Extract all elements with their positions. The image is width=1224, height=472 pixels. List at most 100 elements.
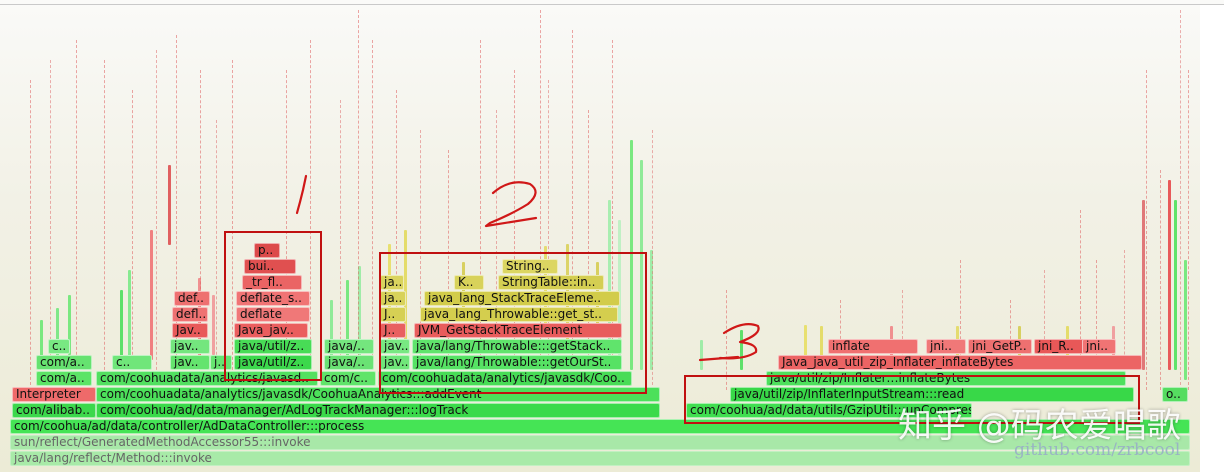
flame-frame[interactable]: com/coohuadata/analytics/javasdk/Coo..: [378, 371, 632, 386]
flame-frame[interactable]: Java_java_util_zip_Inflater_inflateBytes: [778, 355, 1142, 370]
thin-stack-line: [548, 80, 550, 390]
right-panel: [1200, 5, 1224, 472]
flame-frame[interactable]: com/coohuadata/analytics/javasd..: [96, 371, 318, 386]
flame-frame[interactable]: c..: [48, 339, 70, 354]
thin-stack-line: [496, 110, 498, 390]
stack-spike: [1168, 180, 1171, 370]
thin-stack-line: [588, 110, 590, 390]
thin-stack-line: [310, 40, 312, 390]
stack-spike: [650, 250, 653, 370]
stack-spike: [820, 326, 823, 366]
thin-stack-line: [156, 50, 158, 390]
stack-spike: [700, 340, 703, 370]
flame-frame[interactable]: java/..: [324, 355, 374, 370]
thin-stack-line: [132, 90, 134, 390]
flame-frame[interactable]: com/a..: [36, 355, 92, 370]
stack-spike: [168, 165, 171, 245]
flame-frame[interactable]: java_lang_Throwable::get_st..: [420, 307, 618, 322]
flame-frame[interactable]: defl..: [172, 307, 208, 322]
flame-frame[interactable]: jni..: [926, 339, 966, 354]
thin-stack-line: [612, 40, 614, 390]
thin-stack-line: [216, 120, 218, 390]
flame-frame[interactable]: sun/reflect/GeneratedMethodAccessor55:::…: [10, 435, 1190, 450]
thin-stack-line: [104, 60, 106, 390]
flame-frame[interactable]: java/util/z..: [234, 355, 312, 370]
stack-spike: [608, 200, 611, 360]
thin-stack-line: [76, 40, 78, 390]
thin-stack-line: [726, 290, 728, 390]
flame-frame[interactable]: jni_GetP..: [968, 339, 1032, 354]
flame-frame[interactable]: com/coohua/ad/data/manager/AdLogTrackMan…: [96, 403, 660, 418]
thin-stack-line: [358, 10, 360, 390]
thin-stack-line: [1146, 70, 1148, 390]
flame-frame[interactable]: Java_jav..: [234, 323, 308, 338]
flame-frame[interactable]: com/a..: [36, 371, 92, 386]
flame-frame[interactable]: o..: [1162, 387, 1188, 402]
annotation-label-2: [484, 181, 538, 228]
flame-frame[interactable]: ja..: [380, 275, 404, 290]
stack-spike: [212, 295, 215, 355]
flame-frame[interactable]: com/coohua/ad/data/utils/GzipUtil:::unCo…: [686, 403, 972, 418]
thin-stack-line: [1080, 210, 1082, 390]
thin-stack-line: [480, 40, 482, 390]
flame-frame[interactable]: java/lang/Throwable:::getStack..: [412, 339, 622, 354]
flame-frame[interactable]: Jav..: [172, 323, 208, 338]
thin-stack-line: [420, 130, 422, 390]
stack-spike: [56, 308, 59, 358]
flame-frame[interactable]: JVM_GetStackTraceElement: [414, 323, 622, 338]
thin-stack-line: [340, 100, 342, 390]
flame-frame[interactable]: com/alibab..: [12, 403, 96, 418]
thin-stack-line: [396, 90, 398, 390]
annotation-label-3: [698, 323, 760, 362]
flame-frame[interactable]: java/util/zip/InflaterInputStream:::read: [730, 387, 1134, 402]
stack-spike: [404, 230, 407, 340]
stack-spike: [640, 160, 643, 370]
flame-frame[interactable]: c..: [112, 355, 152, 370]
thin-stack-line: [1188, 70, 1190, 390]
thin-stack-line: [372, 40, 374, 390]
flame-frame[interactable]: Interpreter: [12, 387, 96, 402]
flame-frame[interactable]: jni..: [1082, 339, 1116, 354]
thin-stack-line: [200, 70, 202, 390]
flame-frame[interactable]: jni_R..: [1034, 339, 1084, 354]
flame-frame[interactable]: java/..: [324, 339, 374, 354]
flame-frame[interactable]: p..: [254, 243, 280, 258]
flame-frame[interactable]: J..: [380, 323, 406, 338]
thin-stack-line: [50, 60, 52, 390]
thin-stack-line: [514, 70, 516, 390]
flame-frame[interactable]: jav..: [170, 339, 210, 354]
thin-stack-line: [652, 130, 654, 390]
stack-spike: [150, 230, 153, 360]
thin-stack-line: [286, 70, 288, 390]
flame-frame[interactable]: bui..: [244, 259, 296, 274]
thin-stack-line: [30, 80, 32, 390]
flame-frame[interactable]: deflate_s..: [236, 291, 310, 306]
stack-spike: [358, 266, 361, 356]
flame-frame[interactable]: _tr_fl..: [242, 275, 302, 290]
flame-frame[interactable]: com/coohuadata/analytics/javasdk/CoohuaA…: [96, 387, 660, 402]
flame-frame[interactable]: java/lang/reflect/Method:::invoke: [10, 451, 1190, 466]
stack-spike: [68, 295, 71, 355]
flame-frame[interactable]: jav..: [170, 355, 210, 370]
flame-frame[interactable]: java/util/z..: [234, 339, 312, 354]
stack-spike: [1184, 260, 1187, 380]
flame-frame[interactable]: j..: [210, 355, 232, 370]
thin-stack-line: [1044, 270, 1046, 390]
top-border: [0, 4, 1224, 5]
stack-spike: [740, 330, 743, 370]
flame-frame[interactable]: StringTable::in..: [498, 275, 604, 290]
flame-frame[interactable]: jav..: [380, 355, 410, 370]
stack-spike: [804, 325, 807, 365]
stack-spike: [330, 300, 333, 360]
flame-frame[interactable]: ja..: [380, 291, 406, 306]
flame-frame[interactable]: K..: [454, 275, 484, 290]
flame-frame[interactable]: deflate: [236, 307, 310, 322]
flame-frame[interactable]: def..: [174, 291, 210, 306]
flame-frame[interactable]: java/lang/Throwable:::getOurSt..: [412, 355, 622, 370]
flame-frame[interactable]: inflate: [828, 339, 918, 354]
flame-frame[interactable]: String..: [502, 259, 558, 274]
stack-spike: [618, 220, 621, 360]
flame-frame[interactable]: java_lang_StackTraceEleme..: [424, 291, 620, 306]
thin-stack-line: [1124, 250, 1126, 390]
thin-stack-line: [1096, 260, 1098, 390]
